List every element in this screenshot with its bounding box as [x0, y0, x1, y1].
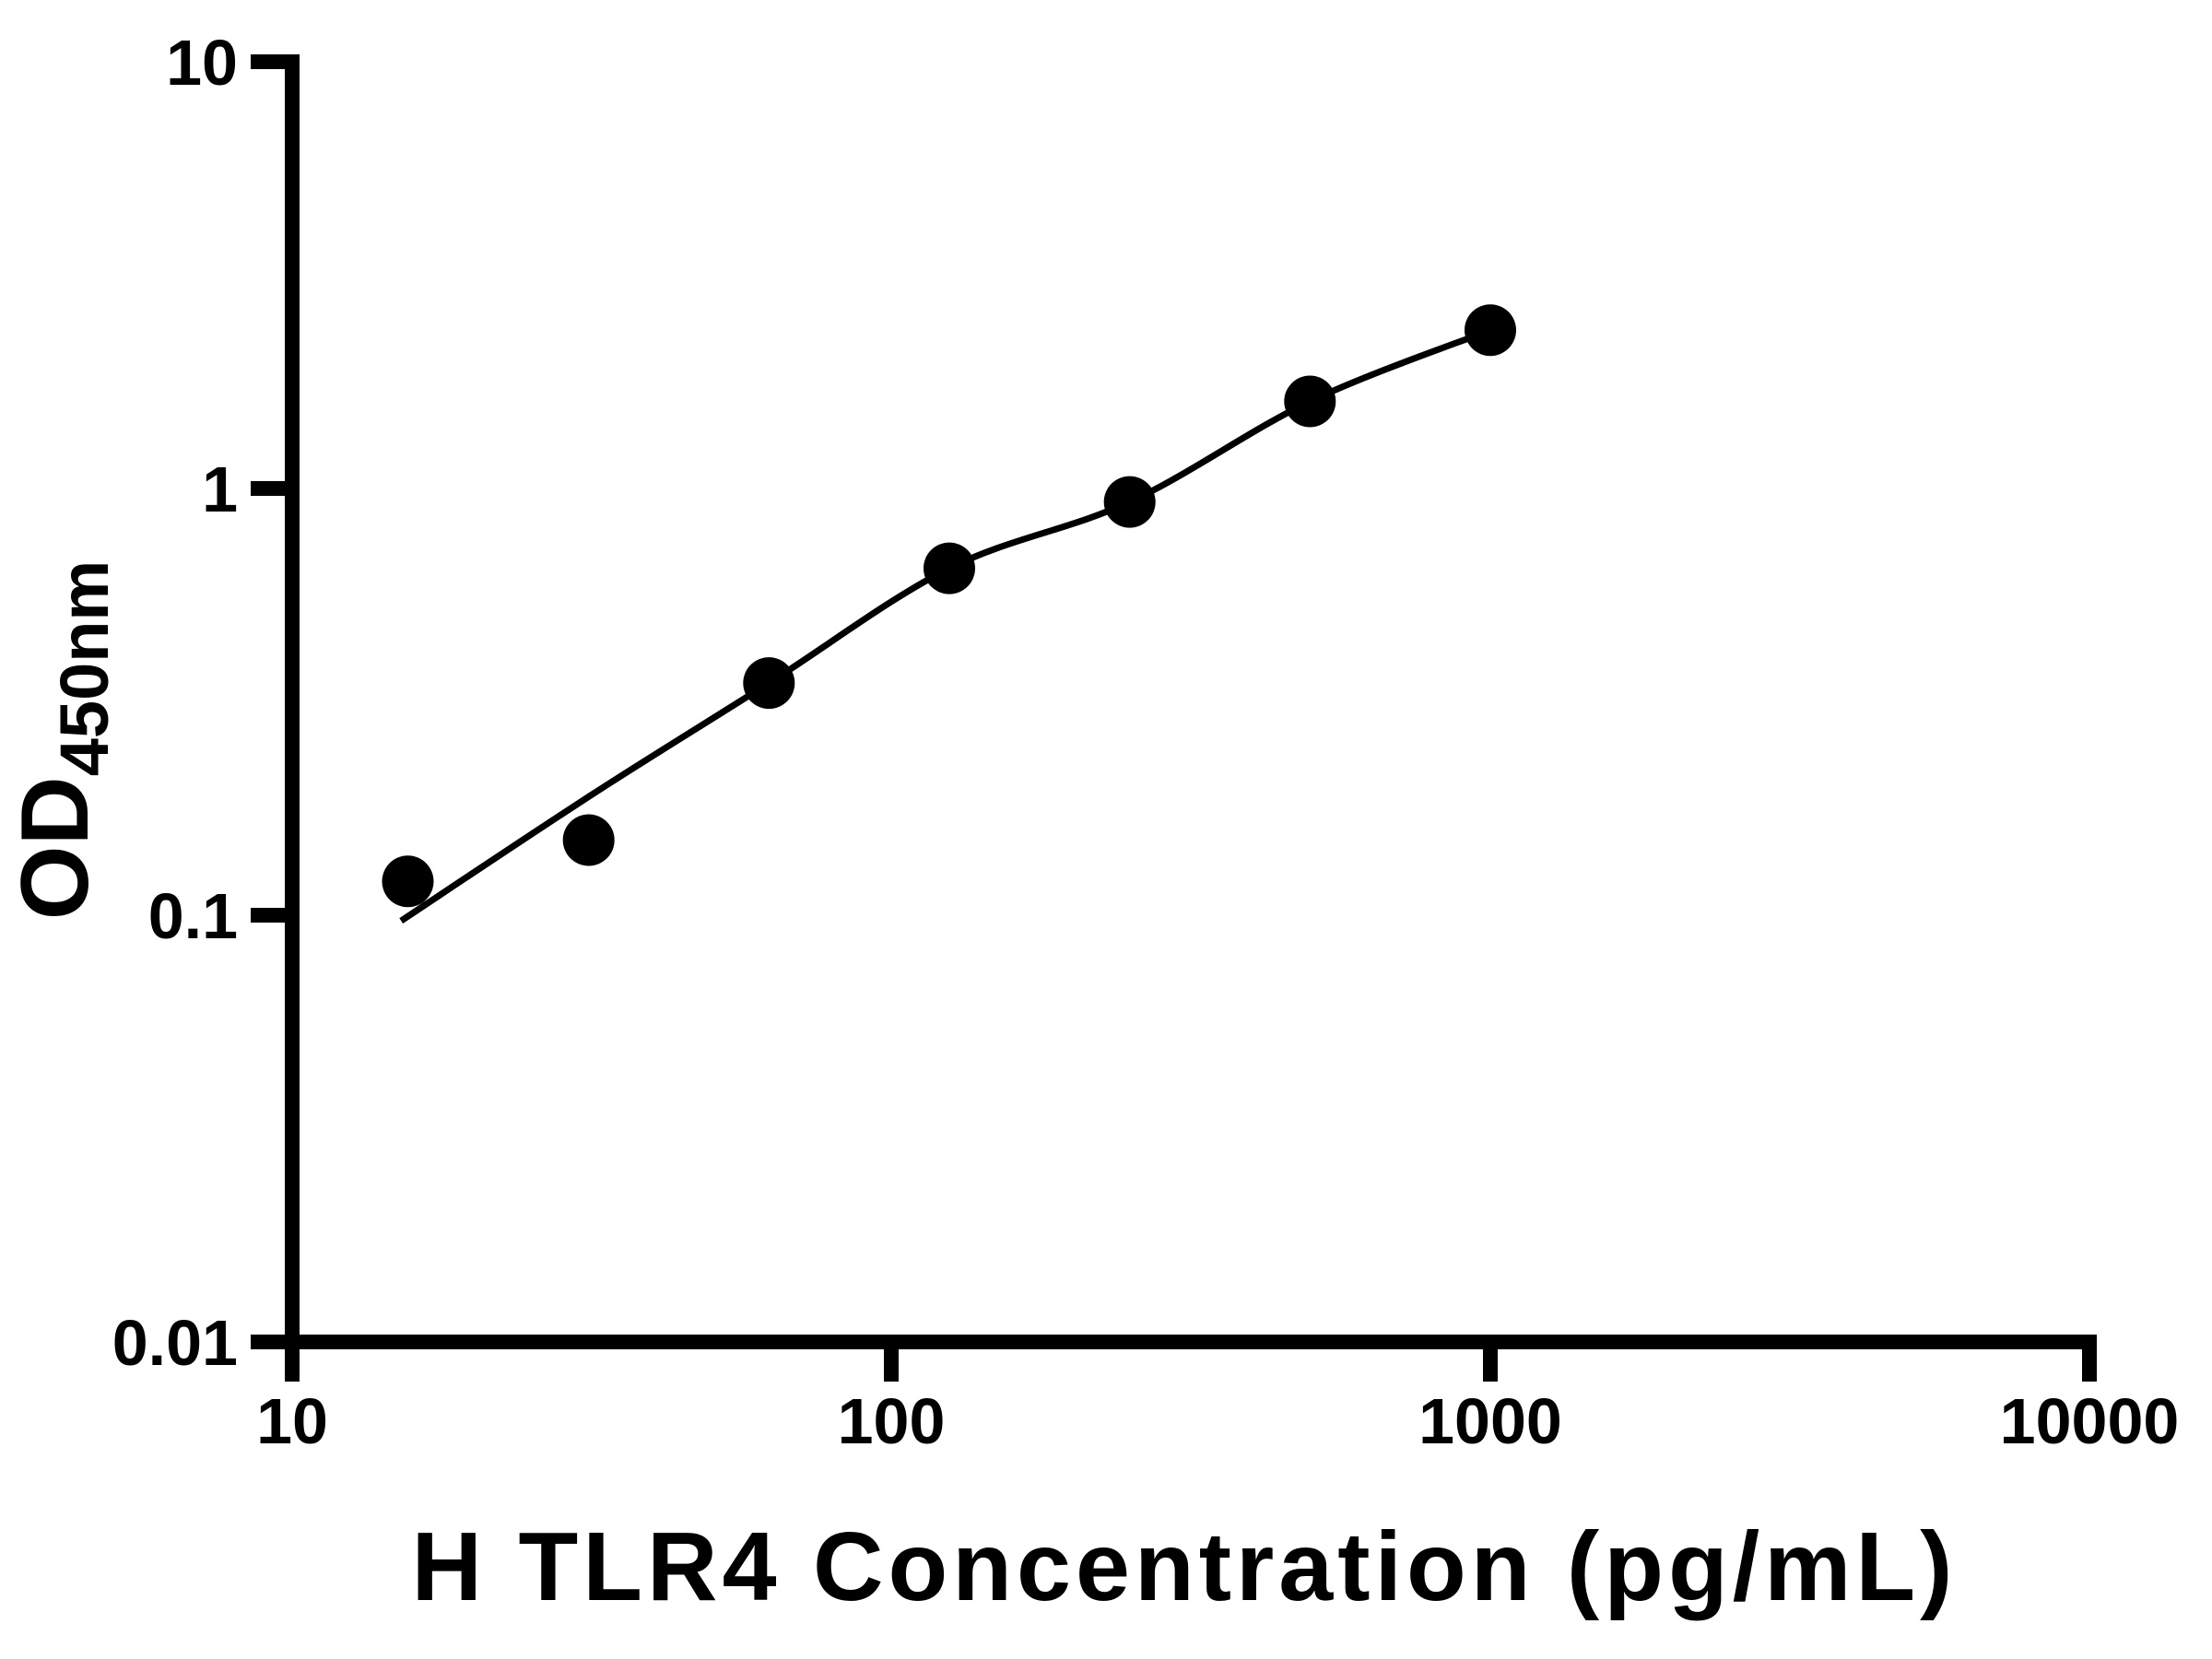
y-axis: 10 1 0.1 0.01 — [112, 27, 300, 1381]
x-axis-tick-labels: 10 100 1000 10000 — [256, 1385, 2179, 1457]
data-points-group — [382, 304, 1516, 908]
x-tick-label: 10 — [256, 1385, 328, 1457]
data-point — [382, 855, 434, 908]
y-tick-label: 0.01 — [112, 1307, 238, 1379]
y-axis-ticks — [251, 54, 292, 1349]
y-tick-label: 0.1 — [148, 880, 238, 952]
x-axis-title: H TLR4 Concentration (pg/mL) — [412, 1512, 1958, 1621]
data-point — [1465, 304, 1516, 357]
data-point — [1284, 375, 1336, 428]
x-axis-ticks — [285, 1342, 2097, 1382]
x-tick-label: 1000 — [1418, 1385, 1562, 1457]
data-point — [743, 657, 795, 710]
x-tick-label: 100 — [838, 1385, 946, 1457]
y-tick-label: 10 — [166, 27, 238, 99]
y-axis-title: OD450nm — [2, 560, 123, 920]
y-axis-title-main: OD — [2, 776, 109, 920]
y-axis-title-subscript: 450nm — [46, 560, 123, 776]
x-tick-label: 10000 — [2000, 1385, 2180, 1457]
y-axis-tick-labels: 10 1 0.1 0.01 — [112, 27, 238, 1379]
y-tick-label: 1 — [202, 453, 238, 525]
x-axis: 10 100 1000 10000 — [256, 1335, 2179, 1457]
data-point — [924, 542, 975, 594]
data-point — [562, 814, 615, 866]
data-point — [1103, 476, 1156, 528]
